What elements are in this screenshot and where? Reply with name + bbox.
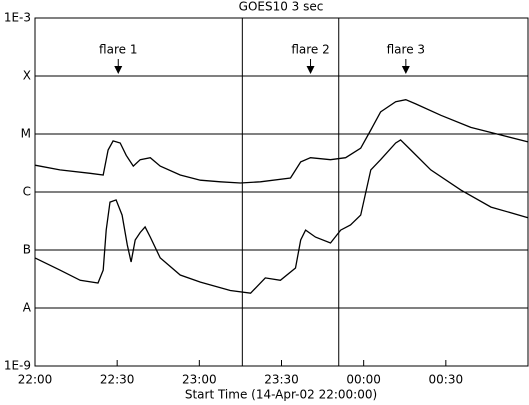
- y-tick-label: X: [23, 69, 31, 83]
- annotation-arrowhead: [114, 66, 123, 74]
- annotation: flare 2: [291, 43, 329, 57]
- chart-title: GOES10 3 sec: [239, 0, 324, 14]
- x-axis-label: Start Time (14-Apr-02 22:00:00): [185, 388, 377, 402]
- plot-frame: [34, 17, 529, 367]
- x-tick-label: 23:00: [182, 373, 217, 387]
- annotation: flare 1: [99, 43, 137, 57]
- annotation: flare 3: [387, 43, 425, 57]
- x-tick-label: 00:30: [429, 373, 464, 387]
- y-tick-label: B: [23, 243, 31, 257]
- x-tick-label: 23:30: [264, 373, 299, 387]
- y-tick-label: M: [21, 127, 31, 141]
- x-tick-label: 22:00: [18, 373, 53, 387]
- x-tick-label: 00:00: [346, 373, 381, 387]
- series-line: [34, 139, 529, 294]
- y-tick-label: 1E-9: [4, 359, 31, 373]
- y-tick-label: A: [23, 301, 32, 315]
- y-tick-label: C: [23, 185, 31, 199]
- y-tick-label: 1E-3: [4, 11, 31, 25]
- annotation-arrowhead: [401, 66, 410, 74]
- series-line: [34, 99, 529, 184]
- x-tick-label: 22:30: [100, 373, 135, 387]
- annotation-arrowhead: [306, 66, 315, 74]
